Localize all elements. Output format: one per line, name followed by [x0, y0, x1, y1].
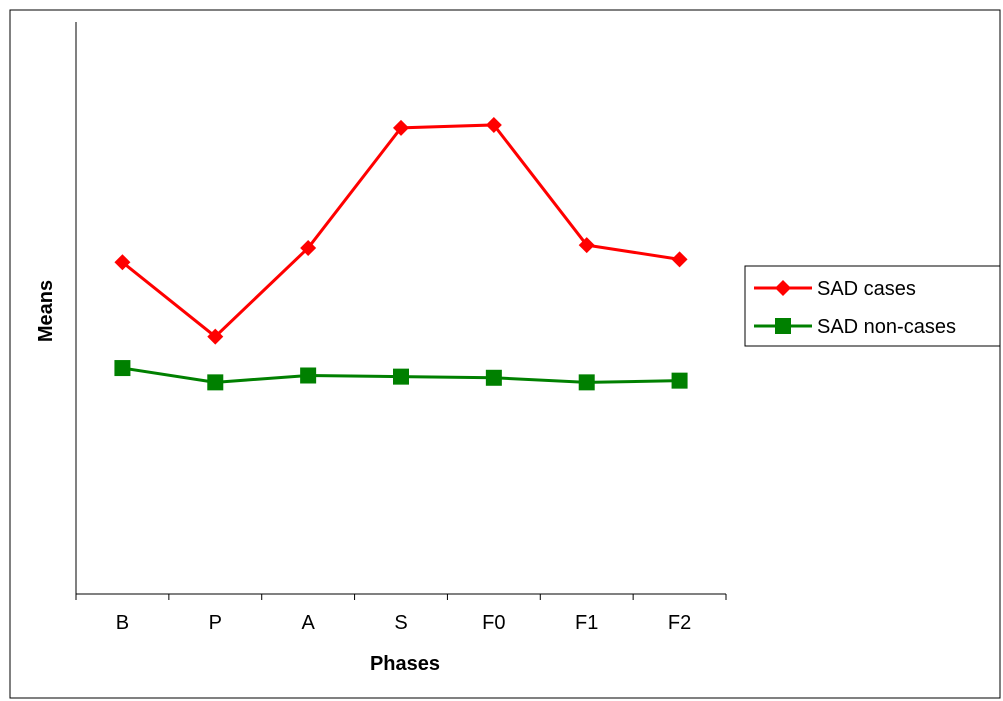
data-point	[671, 251, 688, 268]
legend: SAD cases SAD non-cases	[744, 265, 1001, 347]
chart-border	[9, 9, 1001, 699]
x-tick-label: F2	[668, 612, 691, 634]
legend-swatch-marker	[775, 280, 791, 296]
data-point	[300, 239, 317, 256]
x-tick-labels: B P A S F0 F1 F2	[116, 612, 691, 634]
data-point	[671, 372, 688, 389]
x-tick-marks	[75, 594, 727, 600]
x-tick-label: P	[209, 612, 222, 634]
data-point	[393, 368, 409, 385]
x-tick-label: S	[394, 612, 407, 634]
data-point	[485, 116, 502, 133]
data-point	[207, 328, 224, 345]
x-tick-label: F1	[575, 612, 598, 634]
y-axis-title: Means	[35, 280, 57, 342]
plot-area: B P A S F0 F1 F2	[75, 22, 727, 634]
legend-swatch-marker	[775, 318, 791, 334]
data-point	[207, 374, 224, 391]
data-point	[114, 254, 131, 271]
x-tick-label: B	[116, 612, 129, 634]
x-tick-label: A	[301, 612, 315, 634]
data-point	[114, 360, 131, 377]
data-point	[578, 237, 595, 254]
data-point	[485, 369, 502, 386]
series-markers	[114, 116, 688, 391]
legend-label: SAD non-cases	[817, 316, 956, 338]
legend-label: SAD cases	[817, 278, 916, 300]
data-point	[578, 374, 595, 391]
x-axis-title: Phases	[370, 653, 440, 675]
data-point	[393, 119, 409, 136]
x-tick-label: F0	[482, 612, 505, 634]
data-point	[300, 367, 317, 384]
